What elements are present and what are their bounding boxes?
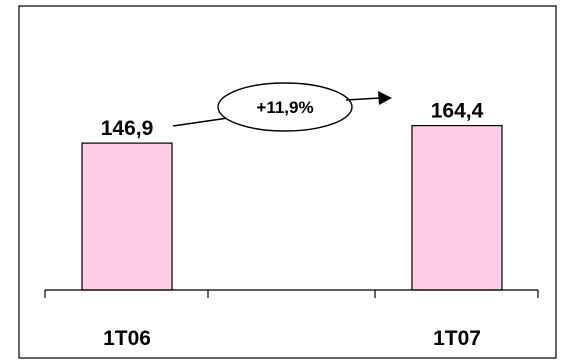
bar-1t06 bbox=[82, 143, 172, 290]
x-tick-label-1t06: 1T06 bbox=[103, 327, 151, 350]
annotation-label: +11,9% bbox=[256, 98, 313, 117]
bar-1t07 bbox=[412, 126, 502, 290]
value-label-1t06: 146,9 bbox=[101, 117, 154, 140]
value-label-1t07: 164,4 bbox=[431, 100, 484, 123]
x-tick-label-1t07: 1T07 bbox=[433, 327, 481, 350]
